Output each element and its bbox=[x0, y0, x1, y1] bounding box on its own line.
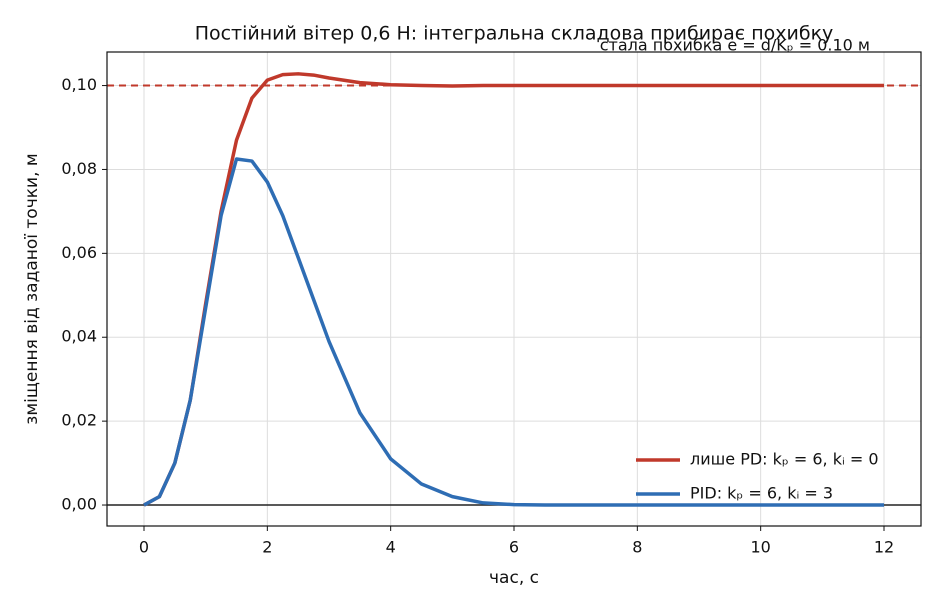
x-tick-label: 8 bbox=[632, 538, 642, 557]
x-tick-label: 12 bbox=[874, 538, 894, 557]
y-tick-label: 0,10 bbox=[61, 75, 97, 94]
annotation: стала похибка e = d/Kₚ = 0.10 м bbox=[600, 36, 870, 55]
x-tick-label: 6 bbox=[509, 538, 519, 557]
legend-label: лише PD: kₚ = 6, kᵢ = 0 bbox=[690, 450, 879, 469]
series-line bbox=[143, 157, 884, 507]
x-tick-label: 2 bbox=[262, 538, 272, 557]
y-tick-label: 0,02 bbox=[61, 411, 97, 430]
y-tick-label: 0,04 bbox=[61, 327, 97, 346]
y-tick-label: 0,06 bbox=[61, 243, 97, 262]
chart-title: Постійний вітер 0,6 Н: інтегральна склад… bbox=[195, 23, 834, 45]
y-axis-label: зміщення від заданої точки, м bbox=[22, 153, 42, 424]
x-tick-label: 4 bbox=[386, 538, 396, 557]
x-tick-label: 10 bbox=[750, 538, 770, 557]
legend-label: PID: kₚ = 6, kᵢ = 3 bbox=[690, 484, 833, 503]
y-tick-label: 0,08 bbox=[61, 159, 97, 178]
x-axis-label: час, с bbox=[489, 568, 539, 588]
x-tick-label: 0 bbox=[139, 538, 149, 557]
y-tick-label: 0,00 bbox=[61, 495, 97, 514]
plot-frame bbox=[106, 51, 922, 527]
